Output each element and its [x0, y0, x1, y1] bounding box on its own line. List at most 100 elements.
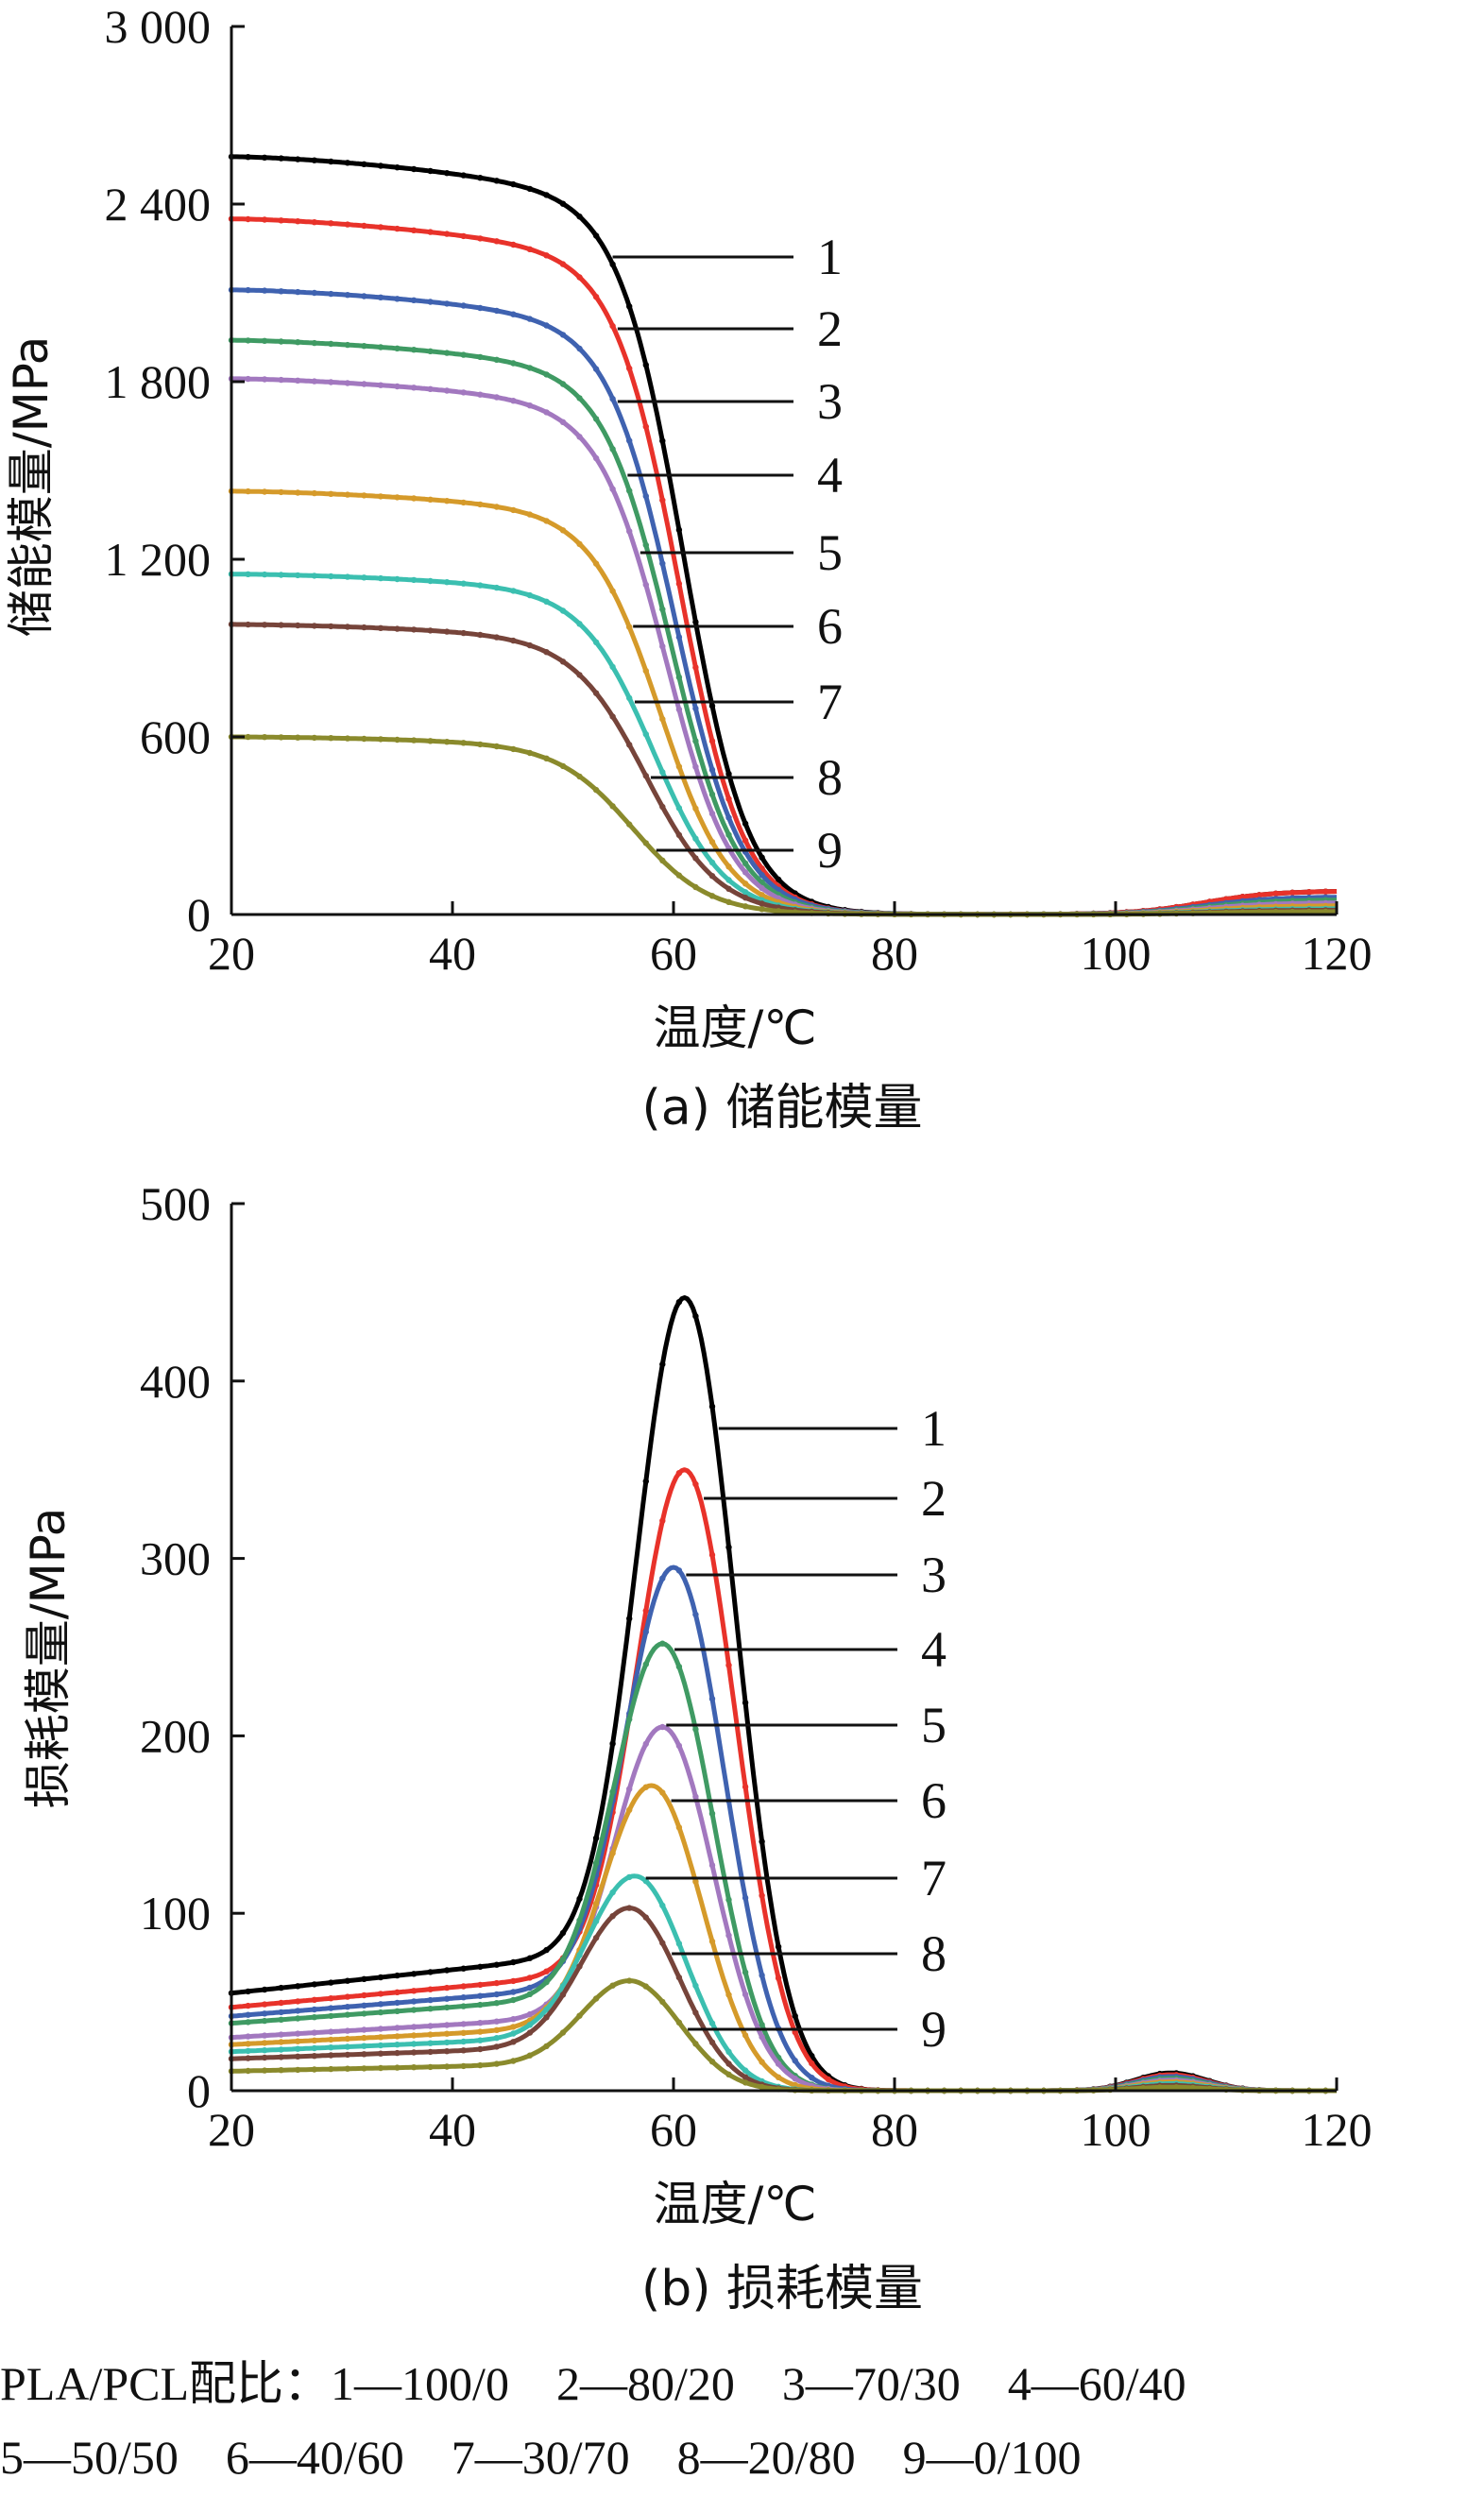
data-point	[692, 1611, 699, 1618]
data-point	[725, 1662, 732, 1668]
data-point	[675, 674, 683, 681]
data-point	[311, 623, 317, 629]
data-point	[427, 2063, 434, 2071]
data-point	[361, 735, 367, 743]
data-point	[725, 863, 732, 870]
data-point	[526, 1984, 534, 1992]
data-point	[592, 232, 600, 239]
data-point	[675, 1299, 683, 1306]
data-point	[443, 2004, 451, 2011]
data-point	[626, 821, 633, 828]
data-point	[361, 293, 367, 299]
data-point	[361, 2002, 367, 2009]
curve-label-2: 2	[817, 300, 843, 357]
data-point	[278, 2039, 284, 2045]
data-point	[675, 1567, 683, 1574]
data-point	[311, 2044, 317, 2052]
data-point	[692, 705, 699, 712]
x-tick-label: 80	[871, 2103, 918, 2156]
data-point	[510, 180, 517, 188]
data-point	[344, 2035, 351, 2043]
data-point	[725, 2071, 732, 2077]
data-point	[526, 2029, 534, 2036]
data-point	[361, 492, 367, 499]
data-point	[592, 1918, 600, 1924]
data-point	[344, 2065, 351, 2072]
data-point	[742, 880, 749, 887]
data-point	[443, 739, 451, 745]
curve-label-9: 9	[817, 822, 843, 879]
data-point	[261, 337, 268, 344]
data-point	[377, 2050, 384, 2057]
data-point	[692, 619, 699, 625]
data-point	[278, 2054, 284, 2060]
curve-label-7: 7	[817, 674, 843, 730]
data-point	[493, 2043, 500, 2050]
data-point	[759, 892, 765, 898]
data-point	[576, 1895, 583, 1903]
caption-b: (b) 损耗模量	[641, 2261, 923, 2317]
data-point	[692, 1312, 699, 1320]
data-point	[626, 1786, 633, 1792]
data-point	[576, 214, 583, 220]
data-point	[460, 1983, 467, 1990]
data-point	[311, 1981, 317, 1988]
data-point	[443, 2048, 451, 2055]
data-point	[328, 2005, 334, 2011]
data-point	[510, 311, 517, 317]
data-point	[361, 343, 367, 350]
data-point	[543, 518, 550, 524]
curve-label-9: 9	[921, 2001, 947, 2058]
data-point	[1322, 888, 1329, 895]
data-point	[708, 738, 716, 744]
data-point	[792, 2012, 798, 2020]
data-point	[477, 353, 484, 361]
data-point	[692, 835, 699, 842]
data-point	[443, 2030, 451, 2037]
series-8-markers	[228, 621, 1329, 918]
data-point	[328, 490, 334, 497]
data-point	[278, 2067, 284, 2074]
data-point	[311, 157, 317, 163]
curve-label-leaders: 1 2 3 4 5 6 7 8 9	[645, 1400, 947, 2058]
data-point	[609, 396, 616, 402]
data-point	[759, 2022, 765, 2028]
data-point	[394, 2049, 401, 2057]
data-point	[261, 2010, 268, 2017]
x-tick-label: 120	[1302, 927, 1373, 980]
data-point	[361, 1975, 367, 1982]
data-point	[377, 493, 384, 500]
data-point	[526, 2022, 534, 2028]
data-point	[311, 1996, 317, 2003]
x-tick-label: 120	[1302, 2103, 1373, 2156]
data-point	[460, 2021, 467, 2027]
y-tick-label: 2 400	[105, 178, 212, 231]
data-point	[792, 2058, 798, 2064]
curve-label-1: 1	[817, 229, 843, 285]
data-point	[659, 1640, 666, 1647]
data-point	[526, 1975, 534, 1981]
data-point	[692, 2009, 699, 2016]
data-point	[295, 2030, 301, 2037]
data-point	[427, 299, 434, 305]
data-point	[526, 316, 534, 322]
data-point	[328, 1995, 334, 2002]
data-point	[526, 641, 534, 649]
data-point	[692, 1726, 699, 1733]
data-point	[642, 1740, 649, 1748]
data-point	[261, 2001, 268, 2008]
data-point	[592, 1901, 600, 1907]
data-point	[278, 2009, 284, 2016]
data-point	[261, 1986, 268, 1993]
data-point	[477, 2028, 484, 2035]
data-point	[295, 288, 301, 296]
data-point	[592, 1860, 600, 1867]
data-point	[344, 292, 351, 299]
data-point	[1239, 894, 1246, 900]
data-point	[626, 1716, 633, 1723]
data-point	[775, 1975, 782, 1981]
data-point	[328, 379, 334, 385]
data-point	[278, 622, 284, 628]
data-point	[708, 839, 716, 846]
data-point	[295, 156, 301, 162]
